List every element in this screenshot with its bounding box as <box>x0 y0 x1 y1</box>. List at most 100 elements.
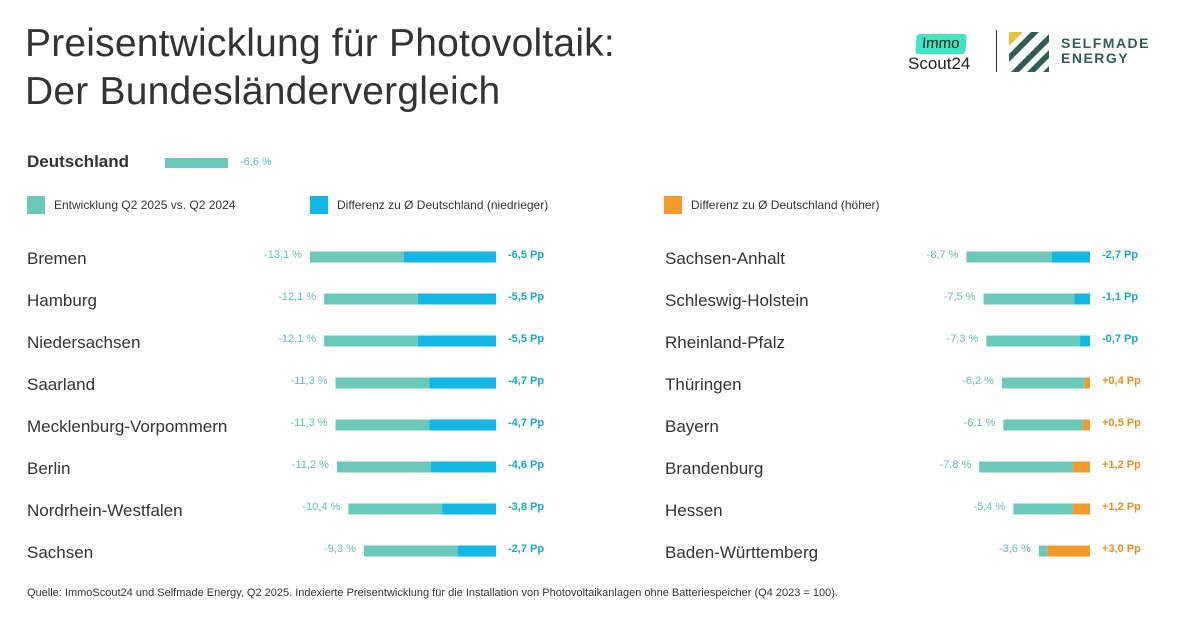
legend-lower-swatch <box>310 196 328 214</box>
left-row-3-value-label: -11,3 % <box>290 375 327 387</box>
left-row-3-difference-bar <box>429 377 496 389</box>
right-row-4-development-bar <box>1003 419 1083 431</box>
left-row-1-name: Hamburg <box>27 291 97 310</box>
right-row-5-development-bar <box>979 461 1073 473</box>
right-row-1-value-label: -7,5 % <box>944 291 976 303</box>
right-row-5-difference-label: +1,2 Pp <box>1102 459 1141 471</box>
left-row-4-name: Mecklenburg-Vorpommern <box>27 417 227 436</box>
title-line-2: Der Bundesländervergleich <box>25 70 501 113</box>
immoscout24-logo: Immo Scout24 <box>908 34 978 74</box>
right-row-1-name: Schleswig-Holstein <box>665 291 809 310</box>
legend-higher-label: Differenz zu Ø Deutschland (höher) <box>691 198 880 212</box>
selfmade-energy-logo-icon <box>1009 32 1049 72</box>
left-row-6-development-bar <box>348 503 443 515</box>
left-row-7-name: Sachsen <box>27 543 93 562</box>
selfmade-energy-logo-text: SELFMADE ENERGY <box>1061 36 1150 66</box>
right-row-5-difference-bar <box>1072 461 1090 473</box>
left-row-4-difference-bar <box>429 419 496 431</box>
right-row-7-value-label: -3,6 % <box>999 543 1031 555</box>
right-row-3-name: Thüringen <box>665 375 742 394</box>
right-row-6-value-label: -5,4 % <box>974 501 1006 513</box>
right-row-2-name: Rheinland-Pfalz <box>665 333 785 352</box>
right-row-3-difference-label: +0,4 Pp <box>1102 375 1141 387</box>
energy-text: ENERGY <box>1061 50 1130 66</box>
left-row-5-development-bar <box>336 461 431 473</box>
left-row-5-difference-bar <box>430 461 496 473</box>
right-row-2-difference-bar <box>1080 335 1090 347</box>
left-row-6-value-label: -10,4 % <box>302 501 340 513</box>
right-row-4-value-label: -6,1 % <box>964 417 996 429</box>
right-row-4-difference-label: +0,5 Pp <box>1102 417 1141 429</box>
left-row-3-development-bar <box>335 377 430 389</box>
left-row-3-difference-label: -4,7 Pp <box>508 375 544 387</box>
right-row-5-value-label: -7,8 % <box>939 459 971 471</box>
left-row-4-difference-label: -4,7 Pp <box>508 417 544 429</box>
left-row-3-name: Saarland <box>27 375 95 394</box>
scout24-logo-text: Scout24 <box>908 54 971 73</box>
right-row-4-name: Bayern <box>665 417 719 436</box>
left-row-6-difference-bar <box>442 503 496 515</box>
left-row-5-value-label: -11,2 % <box>292 459 329 471</box>
germany-bar <box>165 158 228 168</box>
right-row-7-difference-label: +3,0 Pp <box>1102 543 1141 555</box>
left-row-5-difference-label: -4,6 Pp <box>508 459 544 471</box>
left-row-7-value-label: -9,3 % <box>324 543 356 555</box>
left-row-0-difference-bar <box>403 251 496 263</box>
right-row-7-difference-bar <box>1047 545 1090 557</box>
right-row-6-name: Hessen <box>665 501 723 520</box>
right-row-1-difference-label: -1,1 Pp <box>1102 291 1138 303</box>
left-row-5-name: Berlin <box>27 459 70 478</box>
legend-development-swatch <box>27 196 45 214</box>
left-row-2-difference-bar <box>417 335 496 347</box>
source-note: Quelle: ImmoScout24 und Selfmade Energy,… <box>27 587 838 599</box>
right-row-0-value-label: -8,7 % <box>927 249 959 261</box>
left-row-1-difference-label: -5,5 Pp <box>508 291 544 303</box>
left-row-1-development-bar <box>324 293 418 305</box>
left-row-0-difference-label: -6,5 Pp <box>508 249 544 261</box>
right-row-2-difference-label: -0,7 Pp <box>1102 333 1138 345</box>
right-row-2-value-label: -7,3 % <box>947 333 979 345</box>
left-row-4-development-bar <box>335 419 430 431</box>
right-row-7-name: Baden-Württemberg <box>665 543 818 562</box>
left-row-2-value-label: -12,1 % <box>278 333 316 345</box>
legend-higher-swatch <box>664 196 682 214</box>
left-row-0-development-bar <box>309 251 404 263</box>
left-row-6-difference-label: -3,8 Pp <box>508 501 544 513</box>
legend-development-label: Entwicklung Q2 2025 vs. Q2 2024 <box>54 198 236 212</box>
right-row-0-difference-bar <box>1051 251 1090 263</box>
right-row-6-difference-label: +1,2 Pp <box>1102 501 1141 513</box>
right-row-0-name: Sachsen-Anhalt <box>665 249 785 268</box>
left-row-4-value-label: -11,3 % <box>290 417 327 429</box>
left-row-1-value-label: -12,1 % <box>278 291 316 303</box>
left-row-2-name: Niedersachsen <box>27 333 140 352</box>
right-row-0-development-bar <box>966 251 1052 263</box>
selfmade-text: SELFMADE <box>1061 35 1150 51</box>
right-row-1-development-bar <box>983 293 1075 305</box>
left-row-2-development-bar <box>324 335 418 347</box>
right-row-4-difference-bar <box>1082 419 1090 431</box>
right-row-2-development-bar <box>986 335 1081 347</box>
germany-label: Deutschland <box>27 152 130 171</box>
left-row-0-value-label: -13,1 % <box>264 249 302 261</box>
right-row-1-difference-bar <box>1074 293 1090 305</box>
left-row-2-difference-label: -5,5 Pp <box>508 333 544 345</box>
left-row-1-difference-bar <box>417 293 496 305</box>
left-row-0-name: Bremen <box>27 249 87 268</box>
right-row-6-development-bar <box>1013 503 1073 515</box>
right-row-3-development-bar <box>1001 377 1085 389</box>
right-row-3-difference-bar <box>1084 377 1090 389</box>
logo-divider <box>996 30 997 72</box>
right-row-6-difference-bar <box>1072 503 1090 515</box>
left-row-7-development-bar <box>363 545 458 557</box>
right-row-3-value-label: -6,2 % <box>962 375 994 387</box>
germany-value-label: -6,6 % <box>240 156 272 168</box>
left-row-7-difference-bar <box>457 545 496 557</box>
left-row-7-difference-label: -2,7 Pp <box>508 543 544 555</box>
right-row-7-development-bar <box>1038 545 1048 557</box>
legend-lower-label: Differenz zu Ø Deutschland (niedrieger) <box>337 198 549 212</box>
right-row-0-difference-label: -2,7 Pp <box>1102 249 1138 261</box>
right-row-5-name: Brandenburg <box>665 459 763 478</box>
title-line-1: Preisentwicklung für Photovoltaik: <box>25 22 615 65</box>
page-title: Preisentwicklung für Photovoltaik: Der B… <box>25 20 615 116</box>
